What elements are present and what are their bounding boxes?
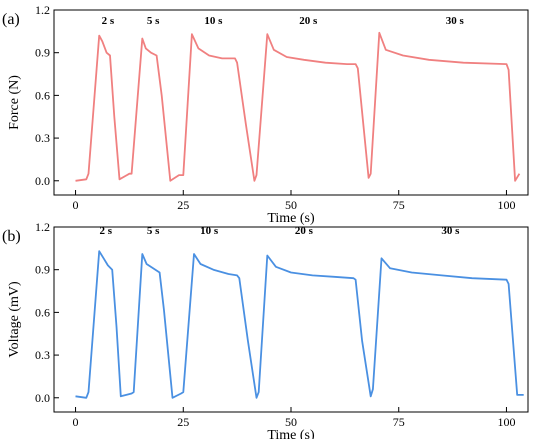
duration-annotation: 20 s (299, 15, 318, 27)
x-tick-label: 100 (497, 415, 515, 429)
y-tick-label: 1.2 (35, 3, 50, 17)
x-tick-label: 75 (393, 415, 405, 429)
duration-annotation: 5 s (147, 225, 160, 237)
x-tick-label: 50 (285, 415, 297, 429)
x-tick-label: 0 (73, 198, 79, 212)
panel-label: (a) (2, 11, 20, 28)
chart-panel-b: 0 25 50 75 100 0.0 0.3 0.6 0.9 1.2 Time (s) Voltage… (2, 220, 529, 439)
y-tick-label: 0.6 (35, 305, 50, 319)
x-axis-title: Time (s) (267, 211, 315, 226)
x-tick-label: 100 (497, 198, 515, 212)
x-axis-title: Time (s) (267, 428, 315, 439)
y-tick-label: 0.3 (35, 348, 50, 362)
y-tick-label: 0.9 (35, 263, 50, 277)
duration-annotation: 10 s (204, 15, 223, 27)
x-tick-label: 50 (285, 198, 297, 212)
y-tick-label: 0.6 (35, 88, 50, 102)
plot-frame (53, 9, 529, 196)
duration-annotation: 20 s (295, 225, 314, 237)
x-tick-label: 75 (393, 198, 405, 212)
chart-panel-a: 0 25 50 75 100 0.0 0.3 0.6 0.9 1.2 Time (s) Force (… (2, 3, 529, 226)
x-tick-label: 25 (177, 198, 189, 212)
duration-annotation: 10 s (200, 225, 219, 237)
y-tick-label: 0.0 (35, 391, 50, 405)
y-tick-label: 0.3 (35, 131, 50, 145)
series-line (75, 31, 521, 182)
x-tick-label: 25 (177, 415, 189, 429)
series-line (75, 250, 524, 399)
duration-annotation: 2 s (102, 15, 115, 27)
duration-annotation: 30 s (446, 15, 465, 27)
y-axis-title: Force (N) (7, 75, 22, 130)
duration-annotation: 2 s (99, 225, 112, 237)
x-tick-label: 0 (73, 415, 79, 429)
duration-annotation: 30 s (441, 225, 460, 237)
y-tick-label: 1.2 (35, 220, 50, 234)
duration-annotation: 5 s (147, 15, 160, 27)
panel-label: (b) (2, 228, 21, 245)
y-tick-label: 0.0 (35, 174, 50, 188)
y-axis-title: Voltage (mV) (7, 281, 22, 358)
plot-frame (53, 226, 529, 413)
y-tick-label: 0.9 (35, 46, 50, 60)
